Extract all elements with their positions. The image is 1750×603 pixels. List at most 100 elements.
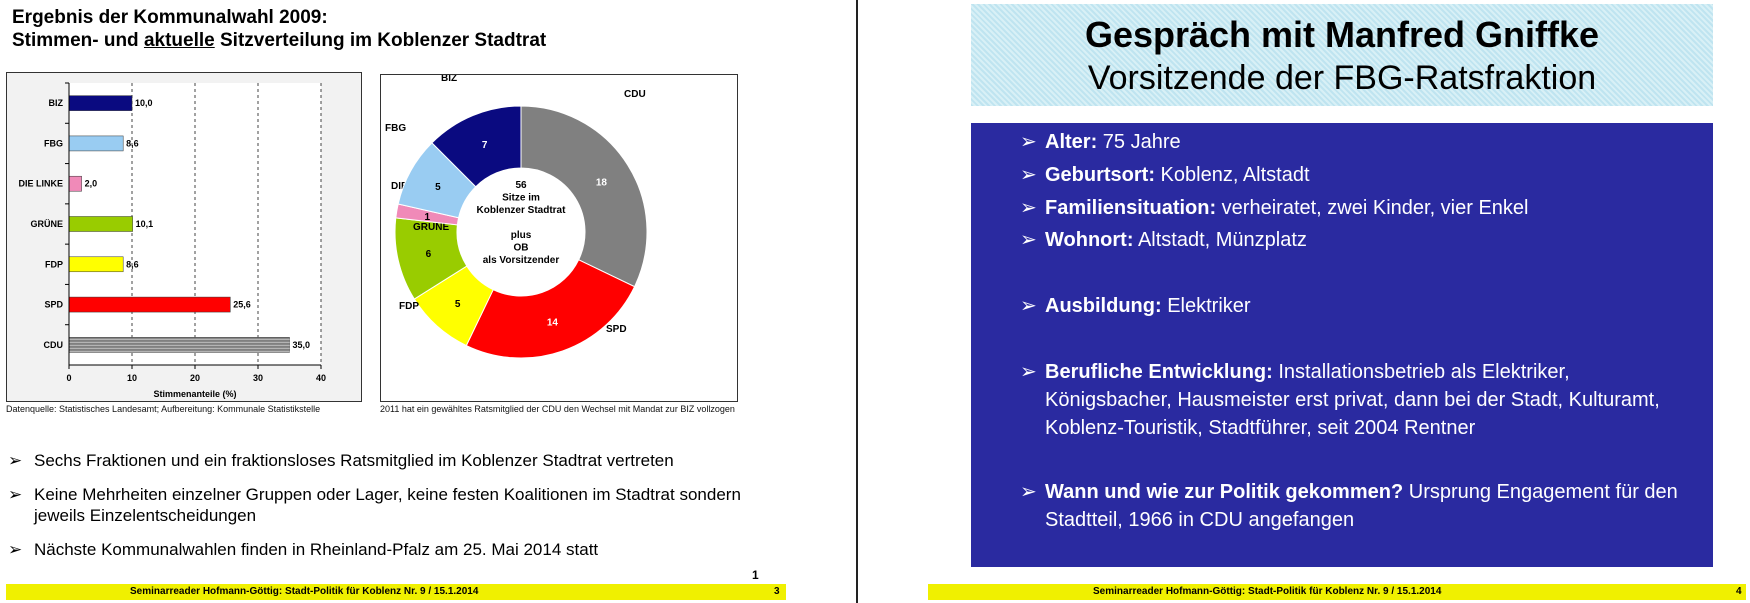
profile-item-career: ➢ Berufliche Entwicklung: Installationsb… <box>1020 358 1700 442</box>
x-tick-label: 40 <box>316 373 326 383</box>
profile-item-family: ➢ Familiensituation: verheiratet, zwei K… <box>1020 194 1700 222</box>
arrow-bullet-icon: ➢ <box>8 540 23 559</box>
right-footer-text: Seminarreader Hofmann-Göttig: Stadt-Poli… <box>1093 586 1442 597</box>
item-text: Ursprung Engagement für den Stadtteil, 1… <box>1045 481 1678 531</box>
arrow-bullet-icon: ➢ <box>8 485 23 504</box>
profile-item-birthplace: ➢ Geburtsort: Koblenz, Altstadt <box>1020 161 1700 189</box>
left-slide-title: Ergebnis der Kommunalwahl 2009: Stimmen-… <box>12 6 842 52</box>
title-underlined: aktuelle <box>143 30 215 51</box>
profile-item-residence: ➢ Wohnort: Altstadt, Münzplatz <box>1020 226 1700 254</box>
item-label: Berufliche Entwicklung: <box>1045 361 1273 383</box>
title-pre: Stimmen- und <box>12 30 144 51</box>
value-label: 8,6 <box>126 259 139 269</box>
slice-value-label: 14 <box>547 318 559 329</box>
bullet-text: Sechs Fraktionen und ein fraktionsloses … <box>34 451 674 470</box>
arrow-bullet-icon: ➢ <box>1020 197 1037 219</box>
title-post: Sitzverteilung im Koblenzer Stadtrat <box>214 30 547 51</box>
arrow-bullet-icon: ➢ <box>1020 295 1037 317</box>
value-label: 25,6 <box>233 300 251 310</box>
slice-cdu <box>520 105 648 288</box>
item-text: Koblenz, Altstadt <box>1155 164 1310 186</box>
bullet-text: Keine Mehrheiten einzelner Gruppen oder … <box>34 485 741 525</box>
value-label: 8,6 <box>126 138 139 148</box>
center-text-line: OB <box>514 243 529 254</box>
category-label: BIZ <box>49 98 64 108</box>
bar-grüne <box>68 216 133 232</box>
profile-item-age: ➢ Alter: 75 Jahre <box>1020 128 1700 156</box>
slide-divider <box>856 0 858 603</box>
item-text: Elektriker <box>1161 295 1251 317</box>
left-bullet-3: ➢ Nächste Kommunalwahlen finden in Rhein… <box>8 539 748 560</box>
upper-page-number: 1 <box>752 568 759 582</box>
arrow-bullet-icon: ➢ <box>8 451 23 470</box>
arrow-bullet-icon: ➢ <box>1020 481 1037 503</box>
slice-value-label: 5 <box>455 299 461 310</box>
item-label: Geburtsort: <box>1045 164 1155 186</box>
x-tick-label: 0 <box>66 373 71 383</box>
item-label: Familiensituation: <box>1045 197 1217 219</box>
value-label: 10,1 <box>136 219 154 229</box>
left-bullet-1: ➢ Sechs Fraktionen und ein fraktionslose… <box>8 450 748 471</box>
left-footer-text: Seminarreader Hofmann-Göttig: Stadt-Poli… <box>130 586 479 597</box>
slice-category-label: SPD <box>606 324 627 335</box>
slice-value-label: 7 <box>482 140 488 151</box>
item-label: Wohnort: <box>1045 229 1134 251</box>
value-label: 2,0 <box>85 179 98 189</box>
bar-spd <box>68 296 231 313</box>
slice-value-label: 6 <box>426 249 432 260</box>
item-label: Alter: <box>1045 131 1098 153</box>
bar-chart-source: Datenquelle: Statistisches Landesamt; Au… <box>6 404 321 414</box>
category-label: FDP <box>45 259 63 269</box>
category-label: SPD <box>44 300 63 310</box>
left-bullet-2: ➢ Keine Mehrheiten einzelner Gruppen ode… <box>8 484 748 526</box>
right-header-band <box>971 4 1713 106</box>
bar-die-linke <box>68 175 82 192</box>
bar-fdp <box>68 256 124 273</box>
item-text: 75 Jahre <box>1097 131 1181 153</box>
left-page-number: 3 <box>774 586 780 597</box>
slice-category-label: BIZ <box>441 75 457 84</box>
bar-chart-panel: 0 10 20 30 40 BIZ 10,0 FBG 8,6 DIE LINKE 2,0 GRÜNE 1… <box>6 72 362 402</box>
center-text-line: als Vorsitzender <box>483 255 560 266</box>
right-slide-title: Gespräch mit Manfred Gniffke <box>1084 14 1600 55</box>
bar-fbg <box>68 135 124 152</box>
center-text-line: Koblenzer Stadtrat <box>477 205 567 216</box>
arrow-bullet-icon: ➢ <box>1020 229 1037 251</box>
slice-value-label: 5 <box>435 182 441 193</box>
slice-category-label: FBG <box>385 123 406 134</box>
slice-biz <box>431 105 522 188</box>
profile-item-politics: ➢ Wann und wie zur Politik gekommen? Urs… <box>1020 478 1700 534</box>
category-label: DIE LINKE <box>18 179 63 189</box>
category-label: CDU <box>44 340 64 350</box>
title-line-2: Stimmen- und aktuelle Sitzverteilung im … <box>12 29 842 52</box>
x-tick-label: 20 <box>190 373 200 383</box>
bar-biz <box>68 95 133 111</box>
right-page-number: 4 <box>1736 586 1742 597</box>
slice-category-label: CDU <box>624 89 646 100</box>
bullet-text: Nächste Kommunalwahlen finden in Rheinla… <box>34 540 599 559</box>
value-label: 35,0 <box>293 340 311 350</box>
profile-item-education: ➢ Ausbildung: Elektriker <box>1020 292 1700 320</box>
item-text: Altstadt, Münzplatz <box>1133 229 1307 251</box>
center-text-line: Sitze im <box>502 193 540 204</box>
x-axis-label: Stimmenanteile (%) <box>153 389 236 399</box>
category-label: GRÜNE <box>30 219 63 229</box>
x-tick-label: 10 <box>127 373 137 383</box>
donut-chart-note: 2011 hat ein gewähltes Ratsmitglied der … <box>380 404 735 414</box>
item-text: Installationsbetrieb als Elektriker, Kön… <box>1045 361 1660 439</box>
item-label: Wann und wie zur Politik gekommen? <box>1045 481 1404 503</box>
center-text-line: plus <box>511 230 532 241</box>
left-footer-bar: Seminarreader Hofmann-Göttig: Stadt-Poli… <box>6 584 786 600</box>
slice-value-label: 1 <box>425 212 431 223</box>
x-tick-label: 30 <box>253 373 263 383</box>
center-text-line: 56 <box>515 180 527 191</box>
arrow-bullet-icon: ➢ <box>1020 164 1037 186</box>
profile-box <box>971 123 1713 567</box>
bar-chart: 0 10 20 30 40 BIZ 10,0 FBG 8,6 DIE LINKE 2,0 GRÜNE 1… <box>18 82 326 399</box>
donut-hole <box>458 169 584 295</box>
value-label: 10,0 <box>135 98 153 108</box>
item-label: Ausbildung: <box>1045 295 1162 317</box>
arrow-bullet-icon: ➢ <box>1020 131 1037 153</box>
